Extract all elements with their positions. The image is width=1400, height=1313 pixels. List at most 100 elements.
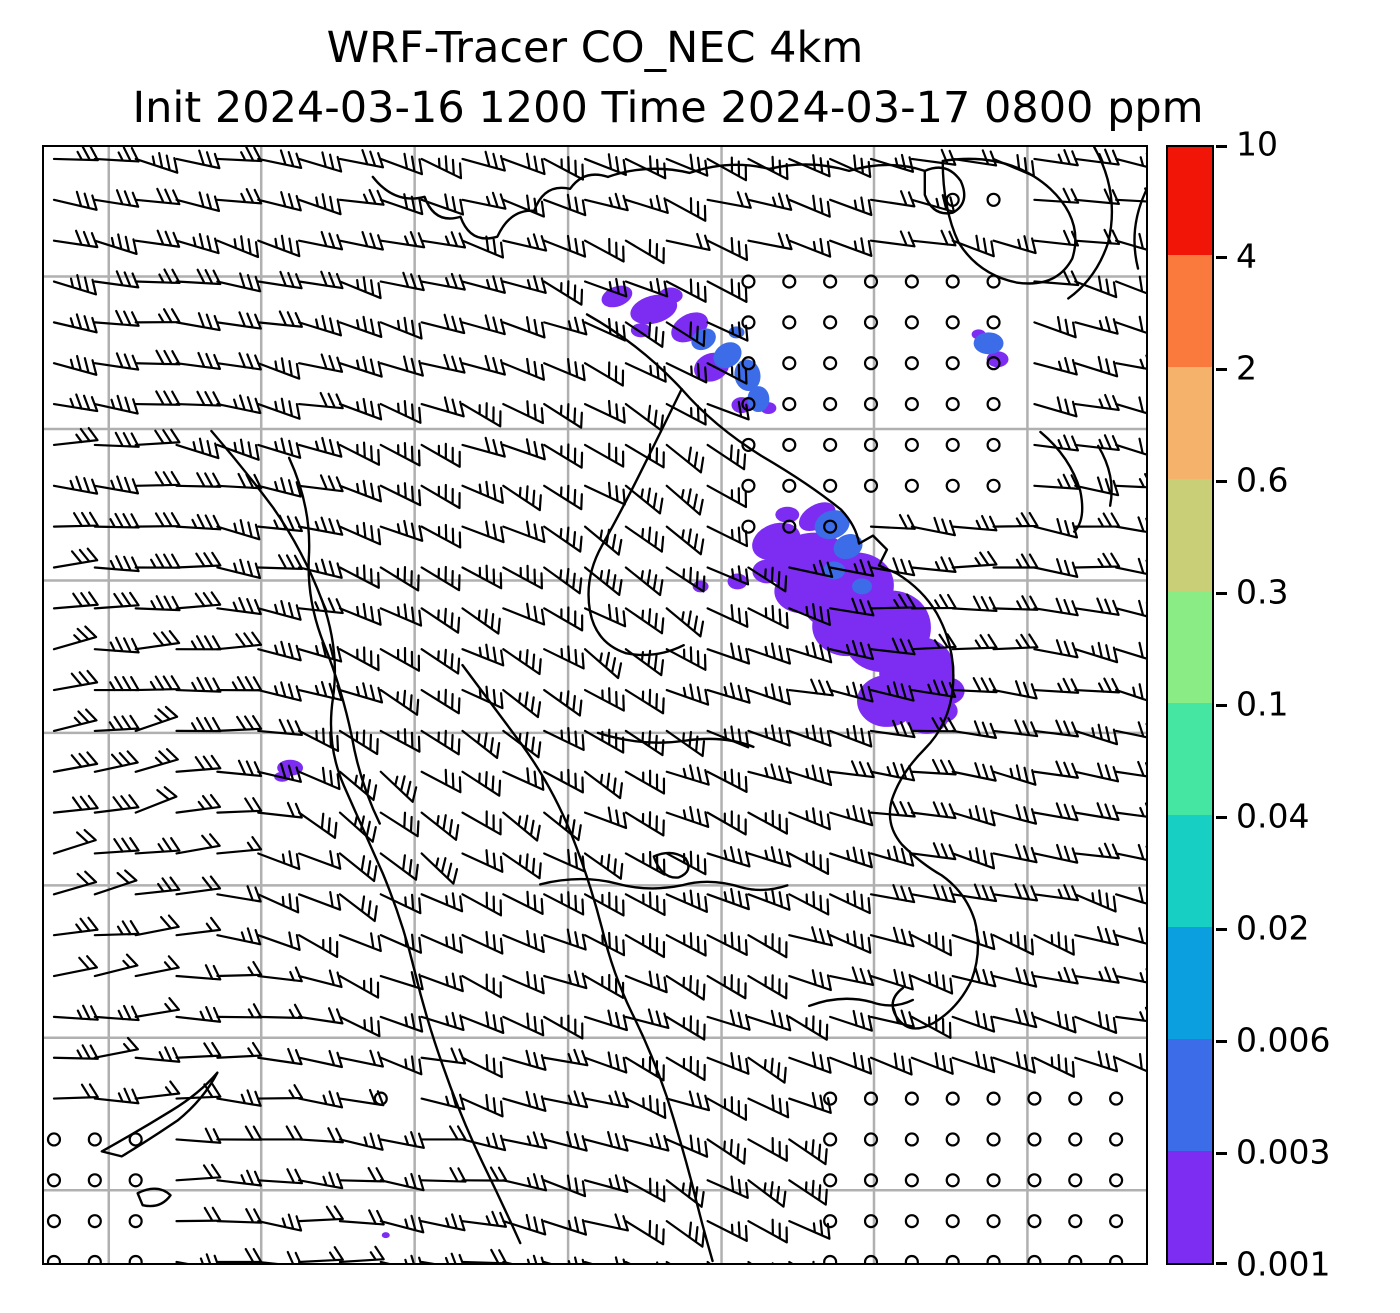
wind-barb bbox=[1033, 396, 1078, 418]
wind-barb bbox=[788, 1015, 829, 1041]
wind-barb bbox=[1033, 473, 1080, 490]
wind-barb bbox=[951, 234, 995, 258]
calm-wind-circle bbox=[863, 1254, 879, 1263]
wind-barb bbox=[583, 687, 625, 712]
wind-barb bbox=[297, 1246, 344, 1263]
wind-barb bbox=[869, 845, 915, 867]
wind-barb bbox=[379, 519, 424, 542]
wind-barb bbox=[420, 1125, 467, 1141]
wind-barb bbox=[829, 930, 872, 954]
tracer-blob bbox=[774, 569, 831, 614]
wind-barb bbox=[297, 516, 344, 536]
wind-barb bbox=[338, 1166, 385, 1183]
wind-barb bbox=[992, 804, 1038, 825]
calm-wind-circle bbox=[1027, 1254, 1042, 1263]
wind-barb bbox=[257, 397, 301, 420]
wind-barb bbox=[910, 148, 957, 166]
wind-barb bbox=[216, 1169, 263, 1187]
wind-barb bbox=[624, 1008, 670, 1030]
wind-barb bbox=[1074, 889, 1117, 913]
wind-barb bbox=[1074, 597, 1120, 616]
wind-barb bbox=[869, 1007, 915, 1028]
wind-barb bbox=[951, 762, 997, 782]
wind-barb bbox=[665, 1220, 706, 1248]
wind-barb bbox=[502, 1213, 547, 1236]
wind-barb bbox=[706, 845, 751, 868]
wind-barb bbox=[297, 353, 344, 373]
wind-barb bbox=[992, 1007, 1038, 1029]
wind-barb bbox=[910, 194, 956, 213]
wind-barb bbox=[706, 1220, 748, 1242]
calm-wind-circle bbox=[986, 192, 1001, 207]
wind-barb bbox=[747, 1136, 788, 1162]
wind-barb bbox=[257, 477, 302, 498]
wind-barb bbox=[624, 443, 665, 469]
wind-barb bbox=[706, 484, 748, 509]
wind-barb bbox=[706, 443, 747, 471]
wind-barb bbox=[175, 351, 222, 371]
wind-barb bbox=[1115, 641, 1146, 660]
calm-wind-circle bbox=[945, 356, 960, 371]
wind-barb bbox=[338, 602, 382, 626]
wind-barb bbox=[93, 431, 140, 448]
wind-barb bbox=[257, 1084, 304, 1100]
wind-barb bbox=[910, 229, 957, 247]
wind-barb bbox=[502, 438, 546, 461]
wind-barb bbox=[257, 893, 300, 914]
wind-barb bbox=[461, 402, 502, 428]
calm-wind-circle bbox=[1068, 1091, 1083, 1106]
wind-barb bbox=[175, 1127, 222, 1144]
calm-wind-circle bbox=[986, 1214, 1001, 1229]
wind-barb bbox=[502, 1254, 545, 1263]
wind-barb bbox=[175, 1163, 222, 1182]
calm-wind-circle bbox=[373, 1091, 388, 1106]
wind-barb bbox=[788, 724, 832, 747]
wind-barb bbox=[543, 1174, 587, 1198]
wind-barb bbox=[297, 1127, 344, 1144]
wind-barb bbox=[910, 971, 954, 995]
wind-barb bbox=[93, 953, 139, 978]
wind-barb bbox=[624, 277, 669, 298]
wind-barb bbox=[461, 1054, 503, 1079]
wind-barb bbox=[93, 233, 138, 256]
colorbar-tick-label: 10 bbox=[1236, 124, 1278, 164]
wind-barb bbox=[992, 553, 1039, 569]
calm-wind-circle bbox=[904, 315, 919, 330]
wind-barb bbox=[624, 484, 664, 515]
wind-barb bbox=[461, 1132, 507, 1152]
wind-barb bbox=[175, 1206, 222, 1223]
calm-wind-circle bbox=[863, 397, 879, 412]
wind-barb bbox=[216, 836, 263, 855]
wind-barb bbox=[1074, 148, 1120, 166]
wind-barb bbox=[257, 599, 302, 621]
wind-barb bbox=[583, 525, 623, 556]
colorbar-tick-label: 0.6 bbox=[1236, 460, 1289, 500]
wind-barb bbox=[747, 232, 793, 251]
wind-barb bbox=[665, 683, 710, 706]
wind-barb bbox=[543, 193, 587, 217]
wind-barb bbox=[583, 1051, 628, 1074]
wind-barb bbox=[1074, 476, 1120, 497]
wind-barb bbox=[297, 969, 343, 989]
wind-barb bbox=[1074, 434, 1120, 452]
wind-barb bbox=[665, 805, 710, 828]
calm-wind-circle bbox=[945, 274, 960, 289]
wind-barb bbox=[1115, 516, 1146, 533]
wind-barb bbox=[52, 547, 99, 569]
wind-barb bbox=[93, 1087, 140, 1105]
wind-barb bbox=[338, 230, 384, 251]
wind-barb bbox=[502, 1049, 547, 1071]
wind-barb bbox=[216, 927, 262, 946]
wind-barb bbox=[134, 428, 181, 447]
wind-barb bbox=[52, 475, 99, 495]
wind-barb bbox=[706, 1138, 747, 1165]
wind-barb bbox=[216, 394, 262, 415]
wind-barb bbox=[297, 1205, 344, 1223]
wind-barb bbox=[461, 607, 501, 635]
calm-wind-circle bbox=[782, 356, 797, 371]
wind-barb bbox=[583, 806, 628, 830]
wind-barb bbox=[257, 850, 301, 871]
wind-barb bbox=[1074, 677, 1121, 694]
wind-barb bbox=[869, 800, 916, 818]
wind-barb bbox=[583, 317, 627, 342]
